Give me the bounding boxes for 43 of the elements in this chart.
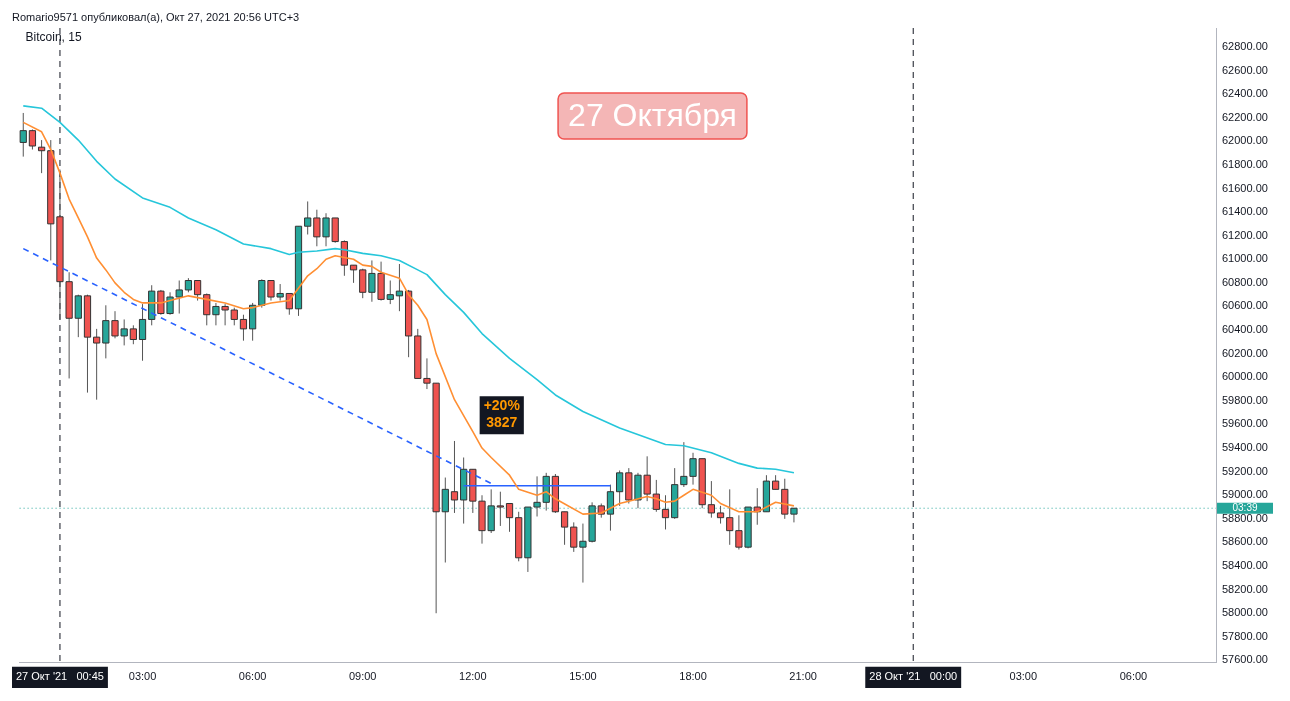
y-tick-label: 59800.00	[1222, 393, 1268, 406]
x-tick-label: 21:00	[789, 670, 817, 683]
y-tick-label: 58800.00	[1222, 511, 1268, 524]
y-tick-label: 59000.00	[1222, 488, 1268, 501]
y-tick-label: 62600.00	[1222, 63, 1268, 76]
y-tick-label: 58200.00	[1222, 582, 1268, 595]
x-tick-label: 03:00	[1009, 670, 1038, 683]
x-tick-label: 06:00	[238, 670, 267, 683]
x-tick-label: 15:00	[569, 670, 597, 683]
y-tick-label: 60800.00	[1222, 275, 1268, 288]
y-tick-label: 60400.00	[1222, 323, 1268, 336]
x-tick-label: 03:00	[128, 670, 157, 683]
y-tick-label: 60200.00	[1222, 346, 1268, 359]
annotation: 27 Октября	[568, 96, 737, 133]
y-tick-label: 58000.00	[1222, 606, 1268, 619]
text: Romario9571 опубликовал(а), Окт 27, 2021 20:56 UTC+3	[12, 11, 300, 24]
y-tick-label: 62200.00	[1222, 110, 1268, 123]
x-tick-label: 28 Окт '21 00:00	[869, 670, 958, 683]
y-tick-label: 57600.00	[1222, 653, 1268, 666]
y-tick-label: 62800.00	[1222, 39, 1268, 52]
y-tick-label: 61800.00	[1222, 157, 1268, 170]
y-tick-label: 62000.00	[1222, 134, 1268, 147]
annotation: +20% 3827	[483, 397, 521, 431]
x-tick-label: 18:00	[679, 670, 707, 683]
x-tick-label: 27 Окт '21 00:45	[15, 670, 104, 683]
x-tick-label: 06:00	[1119, 670, 1148, 683]
y-tick-label: 59600.00	[1222, 417, 1268, 430]
y-tick-label: 57800.00	[1222, 629, 1268, 642]
y-tick-label: 58600.00	[1222, 535, 1268, 548]
y-tick-label: 62400.00	[1222, 87, 1268, 100]
y-tick-label: 58400.00	[1222, 559, 1268, 572]
y-tick-label: 61600.00	[1222, 181, 1268, 194]
y-tick-label: 61200.00	[1222, 228, 1268, 241]
y-tick-label: 61400.00	[1222, 205, 1268, 218]
y-tick-label: 59200.00	[1222, 464, 1268, 477]
x-tick-label: 12:00	[459, 670, 487, 683]
chart-title: Bitcoin, 15	[25, 30, 82, 45]
x-tick-label: 09:00	[348, 670, 377, 683]
y-tick-label: 59400.00	[1222, 441, 1268, 454]
y-tick-label: 61000.00	[1222, 252, 1268, 265]
text: 03:39	[1232, 501, 1258, 513]
y-tick-label: 60600.00	[1222, 299, 1268, 312]
y-tick-label: 60000.00	[1222, 370, 1268, 383]
